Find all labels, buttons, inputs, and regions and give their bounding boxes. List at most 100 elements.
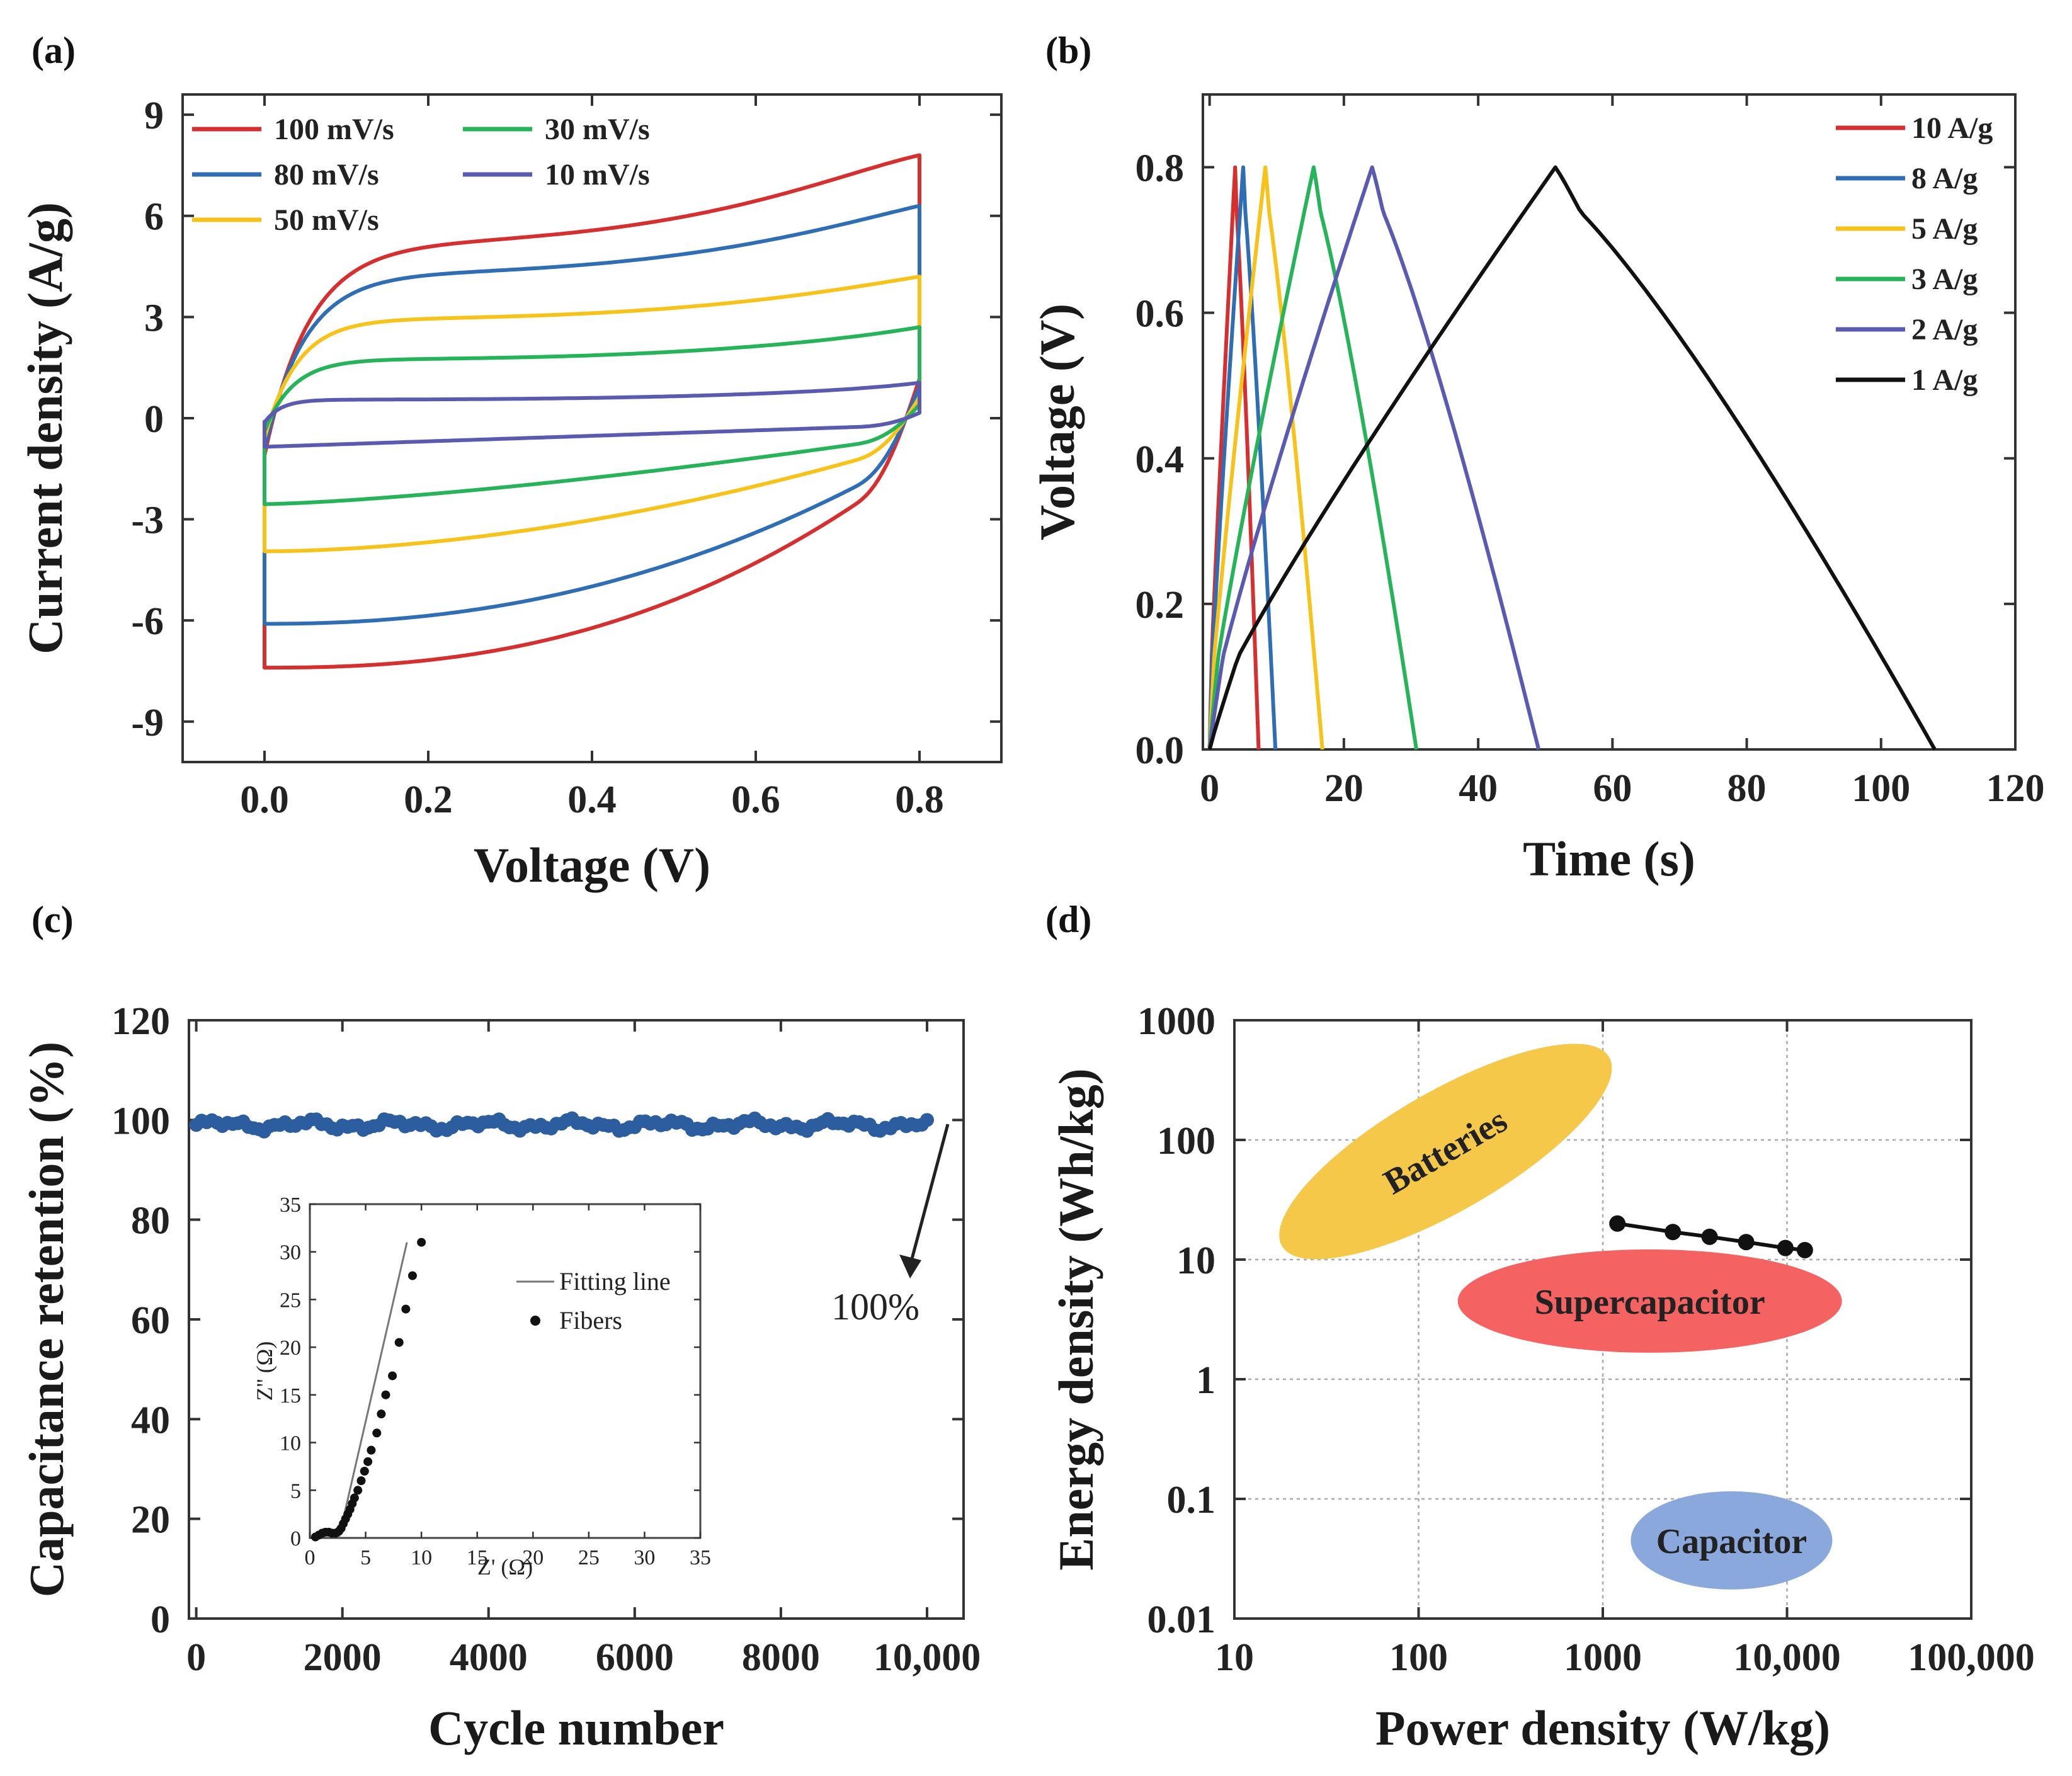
x-tick-label: 4000 xyxy=(450,1636,528,1679)
y-tick-label: 60 xyxy=(131,1299,170,1342)
panel-c-xlabel: Cycle number xyxy=(428,1700,724,1755)
y-tick-label: 10 xyxy=(280,1432,301,1455)
eis-point xyxy=(356,1476,366,1486)
retention-annotation: 100% xyxy=(831,1124,950,1328)
inset-ticks: 0 5 10 15 20 25 30 35 0 5 10 15 20 25 30 35 xyxy=(280,1193,711,1569)
ragone-point xyxy=(1777,1239,1794,1256)
y-tick-label: 1 xyxy=(1196,1359,1215,1402)
x-tick-label: 120 xyxy=(1986,767,2045,810)
panel-c-label: (c) xyxy=(31,899,74,940)
annotation-arrowhead xyxy=(899,1255,921,1278)
inset-legend: Fitting line Fibers xyxy=(516,1267,671,1335)
eis-point xyxy=(407,1271,417,1280)
annotation-arrow xyxy=(908,1124,950,1267)
ragone-point xyxy=(1796,1241,1813,1258)
y-tick-label: 15 xyxy=(280,1384,301,1408)
eis-point xyxy=(394,1338,404,1347)
ragone-point xyxy=(1665,1224,1682,1241)
y-tick-label: -9 xyxy=(131,702,164,744)
panel-a-frame xyxy=(181,93,1003,763)
y-tick-label: 40 xyxy=(131,1399,170,1442)
panel-b-ticks: 0 20 40 60 80 100 120 0.0 0.2 0.4 0.6 0.8 xyxy=(1136,94,2045,810)
y-tick-label: 3 xyxy=(144,297,164,339)
legend-swatch-fibers xyxy=(530,1316,540,1326)
panel-a-label: (a) xyxy=(31,30,76,71)
y-tick-label: 30 xyxy=(280,1241,301,1265)
cv-curve-30-mv-s xyxy=(263,325,921,506)
x-tick-label: 20 xyxy=(522,1546,544,1569)
y-tick-label: 0.6 xyxy=(1136,293,1185,336)
y-tick-label: 120 xyxy=(111,1000,170,1043)
x-tick-label: 0 xyxy=(1200,767,1219,810)
y-tick-label: 0 xyxy=(151,1598,170,1641)
eis-point xyxy=(367,1445,376,1455)
x-tick-label: 0 xyxy=(186,1636,206,1679)
x-tick-label: 0.4 xyxy=(567,778,617,821)
gcd-curve-2-a-g xyxy=(1207,165,1541,750)
eis-point xyxy=(377,1409,386,1419)
panel-a-xlabel: Voltage (V) xyxy=(474,838,710,892)
panel-d-label: (d) xyxy=(1045,899,1091,940)
y-tick-label: 20 xyxy=(131,1499,170,1542)
eis-point xyxy=(388,1371,397,1380)
eis-inset: 0 5 10 15 20 25 30 35 0 5 10 15 20 25 30 35 Fitting lin… xyxy=(252,1193,711,1580)
y-tick-label: -3 xyxy=(131,499,164,542)
legend-label: 100 mV/s xyxy=(274,113,394,146)
ragone-point xyxy=(1701,1228,1718,1245)
legend-label: Fitting line xyxy=(559,1267,671,1295)
y-tick-label: 0 xyxy=(290,1527,301,1551)
cv-curve-10-mv-s xyxy=(263,380,921,449)
x-tick-label: 100,000 xyxy=(1908,1636,2035,1679)
annotation-text: 100% xyxy=(831,1286,919,1328)
panel-a-legend: 100 mV/s 80 mV/s 50 mV/s 30 mV/s 10 mV/s xyxy=(192,113,650,237)
legend-label: Fibers xyxy=(559,1306,622,1335)
supercapacitor-region xyxy=(1457,1249,1842,1353)
panel-a-ylabel: Current density (A/g) xyxy=(18,202,72,654)
x-tick-label: 0.0 xyxy=(240,778,289,821)
panel-b-xlabel: Time (s) xyxy=(1523,831,1695,886)
eis-point xyxy=(363,1457,373,1466)
legend-label: 10 A/g xyxy=(1911,111,1993,145)
legend-label: 1 A/g xyxy=(1911,363,1978,397)
inset-ylabel: Z'' (Ω) xyxy=(252,1341,277,1401)
panel-b-ylabel: Voltage (V) xyxy=(1030,304,1084,540)
capacitor-label: Capacitor xyxy=(1656,1522,1807,1561)
y-tick-label: -6 xyxy=(131,600,164,643)
y-tick-label: 100 xyxy=(111,1100,170,1142)
legend-label: 2 A/g xyxy=(1911,313,1978,346)
x-tick-label: 60 xyxy=(1593,767,1632,810)
x-tick-label: 10 xyxy=(411,1546,432,1569)
x-tick-label: 25 xyxy=(578,1546,600,1569)
y-tick-label: 0.1 xyxy=(1167,1479,1216,1522)
legend-label: 3 A/g xyxy=(1911,263,1978,296)
legend-label: 80 mV/s xyxy=(274,158,379,191)
panel-b-curves xyxy=(1207,165,1937,751)
x-tick-label: 35 xyxy=(690,1546,711,1569)
gcd-curve-8-a-g xyxy=(1207,165,1278,750)
legend-label: 8 A/g xyxy=(1911,162,1978,195)
eis-point xyxy=(360,1467,369,1476)
capacitor-region xyxy=(1631,1491,1833,1590)
x-tick-label: 8000 xyxy=(742,1636,820,1679)
y-tick-label: 0 xyxy=(144,398,164,441)
panel-d-xlabel: Power density (W/kg) xyxy=(1375,1700,1830,1755)
retention-point xyxy=(919,1113,934,1127)
y-tick-label: 9 xyxy=(144,94,164,137)
x-tick-label: 10,000 xyxy=(874,1636,981,1679)
y-tick-label: 0.4 xyxy=(1136,438,1185,481)
inset-plot xyxy=(310,1238,426,1542)
panel-d-ticks: 10 100 1000 10,000 100,000 0.01 0.1 1 10 100 1000 xyxy=(1137,1000,2035,1679)
ragone-point xyxy=(1609,1215,1626,1232)
x-tick-label: 15 xyxy=(467,1546,488,1569)
x-tick-label: 30 xyxy=(634,1546,655,1569)
legend-label: 10 mV/s xyxy=(545,158,650,191)
eis-point xyxy=(372,1428,382,1438)
eis-point xyxy=(401,1304,411,1314)
y-tick-label: 0.8 xyxy=(1136,147,1185,190)
x-tick-label: 80 xyxy=(1728,767,1767,810)
y-tick-label: 0.0 xyxy=(1136,729,1185,772)
inset-xlabel: Z' (Ω) xyxy=(477,1554,533,1580)
